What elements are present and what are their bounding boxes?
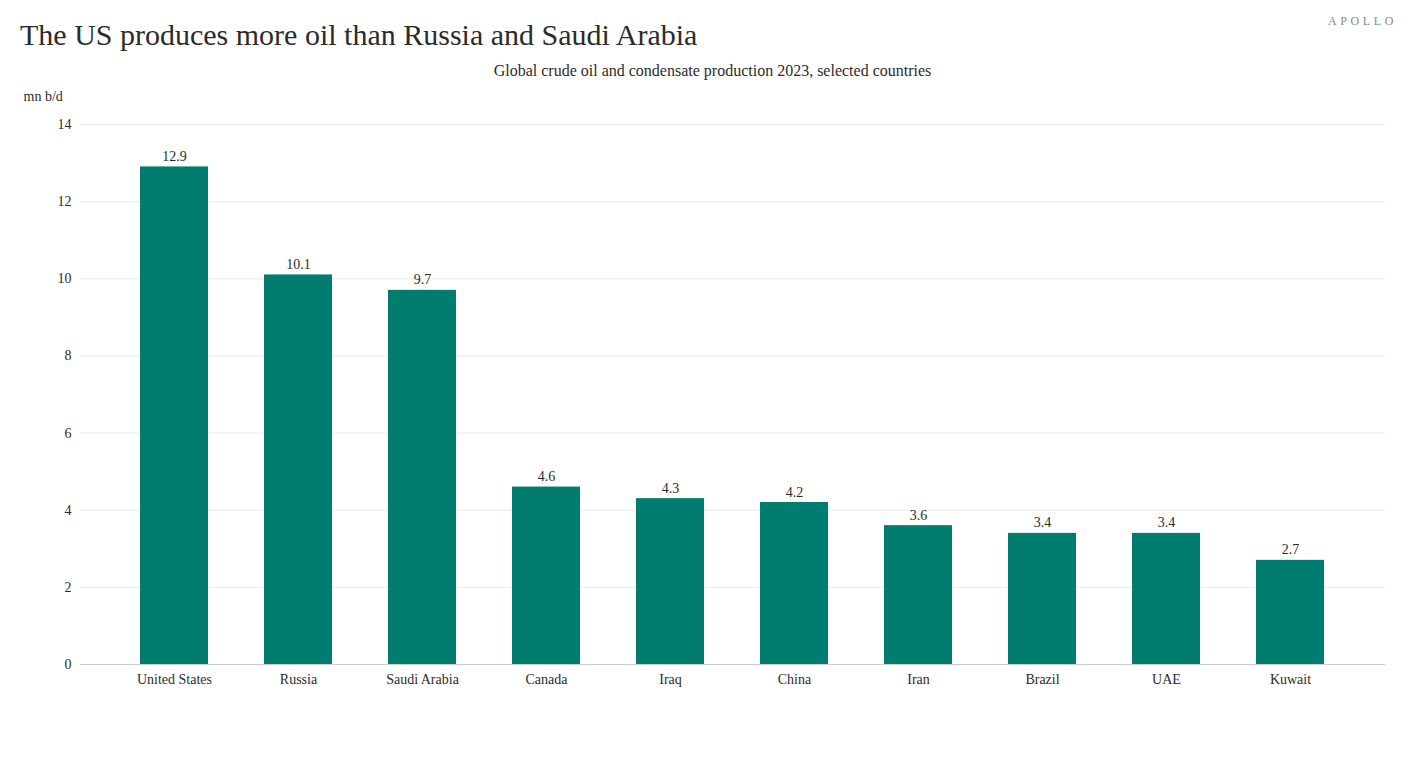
svg-text:4: 4 <box>65 503 72 518</box>
svg-text:3.4: 3.4 <box>1158 515 1176 530</box>
html-text:The US produces more oil than: The US produces more oil than Russia and… <box>20 18 698 51</box>
svg-text:Iraq: Iraq <box>659 672 682 687</box>
svg-text:4.3: 4.3 <box>662 481 680 496</box>
svg-text:Kuwait: Kuwait <box>1270 672 1311 687</box>
svg-text:6: 6 <box>65 426 72 441</box>
svg-text:mn b/d: mn b/d <box>24 89 63 104</box>
svg-text:2: 2 <box>65 580 72 595</box>
svg-text:0: 0 <box>65 657 72 672</box>
html-text:Global crude oil and condensat: Global crude oil and condensate producti… <box>493 62 932 79</box>
svg-text:Brazil: Brazil <box>1025 672 1059 687</box>
svg-text:Iran: Iran <box>907 672 930 687</box>
svg-text:2.7: 2.7 <box>1282 542 1300 557</box>
svg-text:United States: United States <box>137 672 212 687</box>
svg-text:Canada: Canada <box>526 672 569 687</box>
html-text:APOLLO: APOLLO <box>1328 14 1397 28</box>
svg-text:12: 12 <box>58 194 72 209</box>
svg-text:14: 14 <box>58 117 72 132</box>
svg-text:Russia: Russia <box>280 672 318 687</box>
svg-text:12.9: 12.9 <box>162 149 187 164</box>
svg-text:3.6: 3.6 <box>910 508 928 523</box>
svg-text:9.7: 9.7 <box>414 272 432 287</box>
svg-text:Saudi Arabia: Saudi Arabia <box>386 672 459 687</box>
svg-text:3.4: 3.4 <box>1034 515 1052 530</box>
svg-text:UAE: UAE <box>1152 672 1181 687</box>
svg-text:4.6: 4.6 <box>538 469 556 484</box>
svg-text:China: China <box>778 672 812 687</box>
svg-text:4.2: 4.2 <box>786 485 804 500</box>
svg-text:10: 10 <box>58 271 72 286</box>
svg-text:8: 8 <box>65 348 72 363</box>
svg-text:10.1: 10.1 <box>286 257 311 272</box>
